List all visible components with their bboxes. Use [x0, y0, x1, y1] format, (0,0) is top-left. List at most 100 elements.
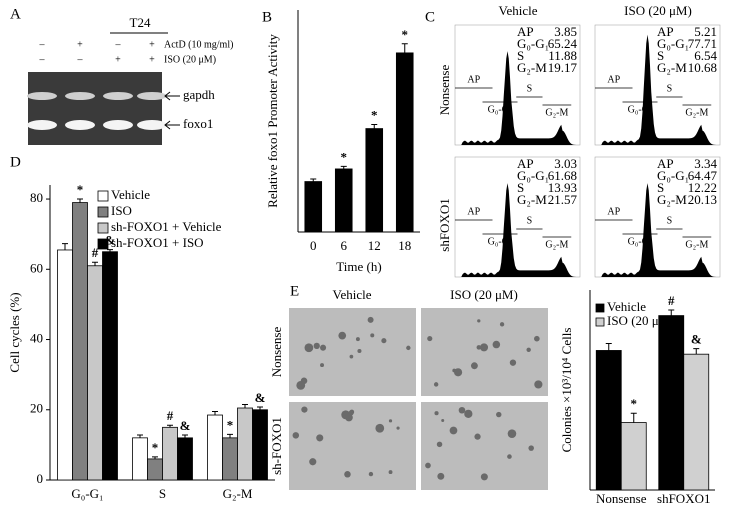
gate-label: G₂-M — [545, 239, 568, 250]
treatment-name: ISO (20 μM) — [164, 54, 216, 65]
colony — [479, 343, 489, 352]
colony — [396, 426, 400, 430]
legend-label: ISO (20 μM) — [607, 313, 675, 328]
stat-name: G₀-G₁ — [517, 36, 549, 51]
x-tick-label: shFOXO1 — [657, 491, 710, 506]
gate-label: AP — [467, 74, 480, 85]
colony — [427, 336, 433, 342]
stat-name: S — [517, 48, 524, 63]
stat-name: G₀-G₁ — [657, 36, 689, 51]
band — [65, 92, 95, 100]
colony — [296, 380, 306, 390]
significance: * — [631, 396, 638, 411]
treatment-sign: + — [115, 54, 121, 65]
legend-swatch — [97, 238, 109, 250]
y-tick-label: 80 — [30, 190, 43, 205]
significance: * — [227, 417, 234, 432]
stat-value: 19.17 — [548, 60, 578, 75]
y-axis-label: Colonies ×10³/10⁴ Cells — [559, 328, 574, 453]
legend-label: sh-FOXO1 + ISO — [111, 235, 204, 250]
band — [65, 120, 95, 130]
bar — [102, 251, 118, 481]
colony — [534, 380, 543, 389]
error-bar — [152, 456, 158, 459]
stat-value: 10.68 — [688, 60, 717, 75]
legend-label: Vehicle — [111, 187, 150, 202]
bar — [365, 128, 384, 233]
stat-value: 65.24 — [548, 36, 578, 51]
colony — [534, 335, 540, 342]
stat-value: 61.68 — [548, 168, 577, 183]
treatment-sign: + — [77, 39, 83, 50]
gate-label: S — [527, 215, 533, 226]
gate-label: S — [667, 83, 673, 94]
stat-name: S — [517, 180, 524, 195]
stat-value: 64.47 — [688, 168, 718, 183]
y-tick-label: 60 — [30, 260, 43, 275]
legend-label: sh-FOXO1 + Vehicle — [111, 219, 222, 234]
colony — [367, 316, 374, 323]
colony — [349, 354, 354, 359]
error-bar — [630, 412, 637, 423]
x-tick-label: S — [159, 486, 166, 501]
x-tick-label: 12 — [368, 238, 381, 253]
bar — [252, 409, 268, 481]
error-bar — [242, 403, 248, 409]
colony — [316, 434, 324, 442]
error-bar — [693, 348, 700, 355]
error-bar — [340, 165, 347, 169]
band — [27, 92, 57, 100]
colony — [320, 363, 325, 368]
arrow — [164, 91, 180, 101]
stat-name: AP — [517, 156, 534, 171]
band — [27, 120, 57, 130]
stat-value: 3.85 — [554, 24, 577, 39]
row-title: Nonsense — [269, 326, 284, 377]
legend-swatch — [595, 303, 605, 313]
significance: * — [341, 149, 348, 164]
colony — [304, 343, 314, 353]
treatment-sign: – — [39, 54, 46, 65]
colony — [348, 410, 354, 416]
treatment-sign: – — [77, 54, 84, 65]
gate-label: G₀-G₁ — [488, 104, 513, 115]
gate-label: AP — [607, 206, 620, 217]
stat-name: G₂-M — [657, 192, 687, 207]
stat-name: G₀-G₁ — [657, 168, 689, 183]
bar — [658, 315, 685, 491]
stat-value: 12.22 — [688, 180, 717, 195]
panel-letter: A — [10, 6, 21, 22]
y-tick-label: 40 — [30, 331, 43, 346]
bar — [595, 350, 622, 491]
treatment-sign: – — [39, 39, 46, 50]
colony — [425, 462, 431, 469]
colony — [441, 419, 445, 423]
band-label: foxo1 — [183, 116, 213, 131]
column-title: ISO (20 μM) — [624, 3, 692, 18]
significance: # — [92, 245, 99, 260]
row-title: Nonsense — [437, 64, 452, 115]
stat-name: AP — [657, 24, 674, 39]
colony — [375, 423, 385, 433]
band — [103, 92, 133, 100]
colony — [528, 445, 534, 451]
colony — [507, 454, 512, 459]
significance: * — [77, 182, 84, 197]
error-bar — [310, 178, 317, 182]
band — [103, 120, 133, 130]
stat-name: AP — [517, 24, 534, 39]
row-title: shFOXO1 — [437, 198, 452, 251]
bar — [334, 168, 353, 233]
gate-label: AP — [607, 74, 620, 85]
bar — [162, 426, 178, 481]
colony — [381, 338, 387, 344]
legend-swatch — [97, 206, 109, 218]
bar — [683, 353, 710, 491]
gate-label: G₂-M — [685, 239, 708, 250]
colony — [292, 432, 300, 439]
colony-image — [289, 402, 416, 490]
colony — [470, 362, 478, 370]
colony — [480, 473, 488, 481]
bar — [237, 407, 253, 481]
